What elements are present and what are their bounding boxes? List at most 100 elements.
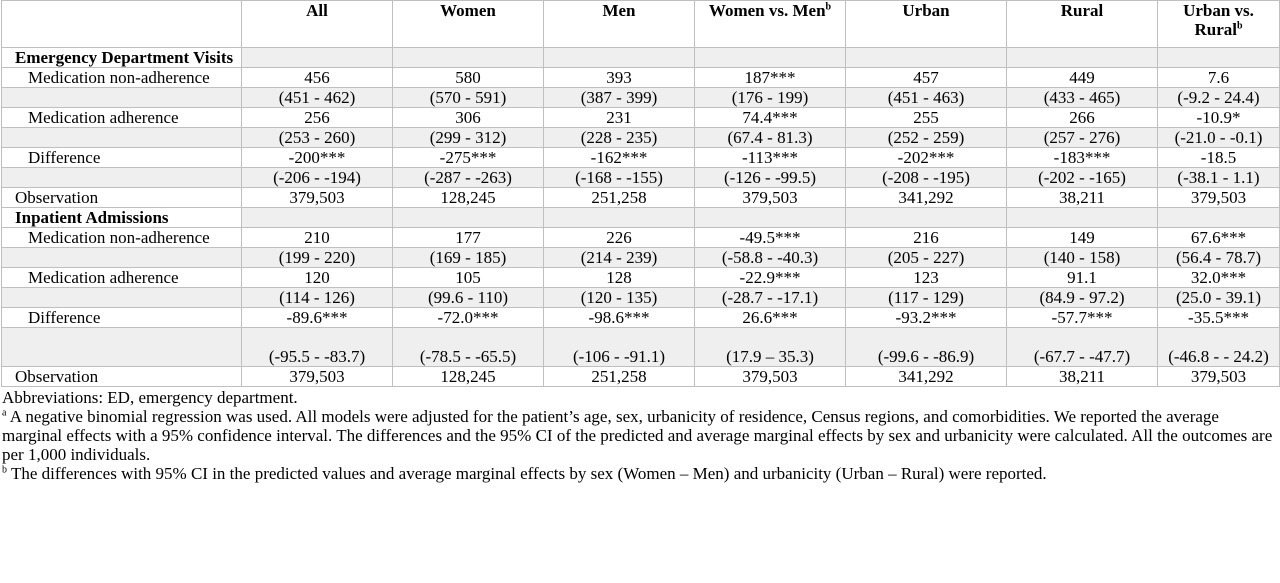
estimate-cell: 91.1	[1006, 267, 1158, 288]
ci-cell: (-95.5 - -83.7)	[241, 327, 393, 367]
observation-cell: 128,245	[392, 366, 544, 387]
row-label: Medication adherence	[1, 107, 242, 128]
estimate-cell: 74.4***	[694, 107, 846, 128]
observation-cell: 379,503	[694, 366, 846, 387]
section-title: Emergency Department Visits	[1, 47, 242, 68]
ci-cell: (169 - 185)	[392, 247, 544, 268]
header-women-vs-men: Women vs. Menb	[694, 0, 846, 48]
table-row: Difference -200*** -275*** -162*** -113*** -2…	[1, 147, 1280, 168]
observation-cell: 379,503	[1157, 366, 1280, 387]
ci-cell: (-67.7 - -47.7)	[1006, 327, 1158, 367]
row-label: Medication non-adherence	[1, 67, 242, 88]
observation-cell: 379,503	[241, 187, 393, 208]
table-row: Medication non-adherence 210 177 226 -49.5**…	[1, 227, 1280, 248]
ci-cell: (25.0 - 39.1)	[1157, 287, 1280, 308]
ci-cell: (-58.8 - -40.3)	[694, 247, 846, 268]
ci-cell: (99.6 - 110)	[392, 287, 544, 308]
section-blank-cell	[543, 47, 695, 68]
ci-cell: (-106 - -91.1)	[543, 327, 695, 367]
estimate-cell: 266	[1006, 107, 1158, 128]
observation-cell: 251,258	[543, 187, 695, 208]
section-blank-cell	[694, 47, 846, 68]
estimate-cell: 256	[241, 107, 393, 128]
observation-row: Observation 379,503 128,245 251,258 379,503 3…	[1, 187, 1280, 208]
ci-cell: (-126 - -99.5)	[694, 167, 846, 188]
ci-label-blank	[1, 127, 242, 148]
section-blank-cell	[1157, 47, 1280, 68]
ci-cell: (67.4 - 81.3)	[694, 127, 846, 148]
ci-cell: (-287 - -263)	[392, 167, 544, 188]
header-urban-vs-rural: Urban vs. Ruralb	[1157, 0, 1280, 48]
ci-cell: (117 - 129)	[845, 287, 1007, 308]
estimate-cell: -89.6***	[241, 307, 393, 328]
estimate-cell: -275***	[392, 147, 544, 168]
observation-cell: 128,245	[392, 187, 544, 208]
ci-row: (253 - 260) (299 - 312) (228 - 235) (67.4 -…	[1, 127, 1280, 148]
ci-cell: (228 - 235)	[543, 127, 695, 148]
footnote-abbrev: Abbreviations: ED, emergency department.	[2, 388, 298, 407]
footnotes: Abbreviations: ED, emergency department.…	[0, 387, 1280, 483]
estimate-cell: 231	[543, 107, 695, 128]
results-table: All Women Men Women vs. Menb Urban Rural…	[1, 0, 1280, 387]
estimate-cell: 210	[241, 227, 393, 248]
estimate-cell: -98.6***	[543, 307, 695, 328]
estimate-cell: 226	[543, 227, 695, 248]
ci-cell: (120 - 135)	[543, 287, 695, 308]
ci-cell: (17.9 – 35.3)	[694, 327, 846, 367]
estimate-cell: -183***	[1006, 147, 1158, 168]
ci-cell: (570 - 591)	[392, 87, 544, 108]
estimate-cell: 255	[845, 107, 1007, 128]
ci-cell: (56.4 - 78.7)	[1157, 247, 1280, 268]
ci-cell: (451 - 462)	[241, 87, 393, 108]
ci-cell: (140 - 158)	[1006, 247, 1158, 268]
estimate-cell: 32.0***	[1157, 267, 1280, 288]
section-title: Inpatient Admissions	[1, 207, 242, 228]
ci-label-blank	[1, 327, 242, 367]
table-row: Medication non-adherence 456 580 393 187*** 4…	[1, 67, 1280, 88]
header-urban: Urban	[845, 0, 1007, 48]
header-men: Men	[543, 0, 695, 48]
estimate-cell: 105	[392, 267, 544, 288]
observation-label: Observation	[1, 187, 242, 208]
estimate-cell: -49.5***	[694, 227, 846, 248]
ci-row: (-95.5 - -83.7) (-78.5 - -65.5) (-106 - -9…	[1, 327, 1280, 367]
ci-cell: (299 - 312)	[392, 127, 544, 148]
ci-cell: (-38.1 - 1.1)	[1157, 167, 1280, 188]
section-blank-cell	[241, 47, 393, 68]
header-all: All	[241, 0, 393, 48]
section-header-row: Emergency Department Visits	[1, 47, 1280, 68]
estimate-cell: 456	[241, 67, 393, 88]
ci-cell: (253 - 260)	[241, 127, 393, 148]
estimate-cell: -113***	[694, 147, 846, 168]
ci-cell: (-202 - -165)	[1006, 167, 1158, 188]
section-blank-cell	[1006, 47, 1158, 68]
estimate-cell: -35.5***	[1157, 307, 1280, 328]
header-blank	[1, 0, 242, 48]
estimate-cell: 67.6***	[1157, 227, 1280, 248]
estimate-cell: 187***	[694, 67, 846, 88]
ci-label-blank	[1, 287, 242, 308]
table-body: Emergency Department Visits Medication no…	[1, 47, 1280, 387]
ci-row: (451 - 462) (570 - 591) (387 - 399) (176 - …	[1, 87, 1280, 108]
observation-cell: 38,211	[1006, 187, 1158, 208]
observation-cell: 379,503	[1157, 187, 1280, 208]
header-women: Women	[392, 0, 544, 48]
ci-cell: (-99.6 - -86.9)	[845, 327, 1007, 367]
ci-cell: (-78.5 - -65.5)	[392, 327, 544, 367]
ci-cell: (257 - 276)	[1006, 127, 1158, 148]
estimate-cell: -72.0***	[392, 307, 544, 328]
estimate-cell: -93.2***	[845, 307, 1007, 328]
observation-cell: 379,503	[241, 366, 393, 387]
ci-label-blank	[1, 247, 242, 268]
row-label: Medication adherence	[1, 267, 242, 288]
estimate-cell: 580	[392, 67, 544, 88]
row-label: Difference	[1, 147, 242, 168]
estimate-cell: -18.5	[1157, 147, 1280, 168]
ci-cell: (205 - 227)	[845, 247, 1007, 268]
ci-row: (-206 - -194) (-287 - -263) (-168 - -155)(…	[1, 167, 1280, 188]
section-blank-cell	[1006, 207, 1158, 228]
estimate-cell: 7.6	[1157, 67, 1280, 88]
ci-cell: (-168 - -155)	[543, 167, 695, 188]
observation-cell: 341,292	[845, 366, 1007, 387]
row-label: Difference	[1, 307, 242, 328]
